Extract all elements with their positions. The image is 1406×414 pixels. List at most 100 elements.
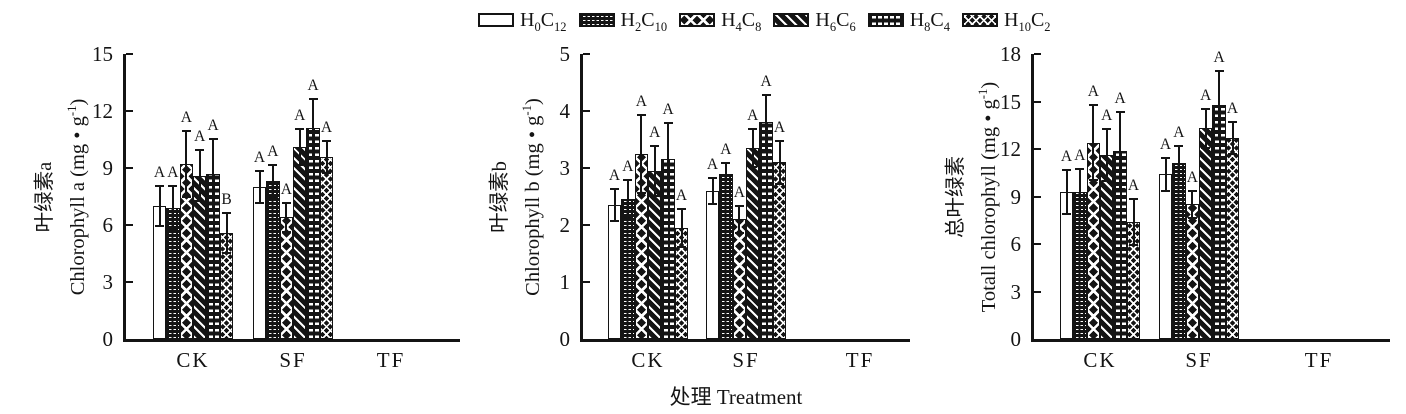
error-cap-bottom-CK-H10C2 [222, 251, 231, 254]
error-cap-top-CK-H0C12 [610, 187, 619, 190]
legend-item-H2C10: H2C10 [578, 9, 668, 34]
error-cap-top-SF-H4C8 [734, 205, 744, 208]
error-cap-top-SF-H6C6 [295, 128, 305, 131]
chlorophyll-b-ytick-1 [583, 281, 590, 283]
error-bar-SF-H4C8 [1191, 190, 1194, 219]
error-cap-top-SF-H6C6 [748, 128, 758, 131]
significance-letter-SF-H10C2: A [773, 118, 786, 136]
error-cap-top-CK-H8C4 [663, 122, 673, 125]
bar-CK-H6C6 [1100, 155, 1114, 339]
error-cap-bottom-CK-H6C6 [1102, 180, 1112, 183]
chlorophyll-a-group-label-CK: CK [176, 348, 210, 372]
error-cap-bottom-CK-H0C12 [155, 224, 164, 227]
total-chlorophyll-ytick-label-6: 6 [1010, 232, 1022, 256]
legend-item-H10C2: H10C2 [961, 9, 1051, 34]
error-cap-bottom-CK-H6C6 [195, 200, 205, 203]
error-cap-top-CK-H2C10 [623, 179, 633, 182]
error-cap-bottom-SF-H0C12 [708, 203, 717, 206]
total-chlorophyll-ytick-label-15: 15 [1000, 89, 1021, 114]
chlorophyll-b-ytick-2 [583, 224, 590, 226]
error-bar-SF-H8C4 [765, 93, 768, 151]
error-cap-bottom-SF-H6C6 [295, 164, 305, 167]
total-chlorophyll-ytick-label-9: 9 [1010, 184, 1022, 209]
significance-letter-SF-H8C4: A [1213, 48, 1225, 66]
bar-SF-H6C6 [1199, 128, 1213, 339]
significance-letter-CK-H0C12: A [1060, 147, 1073, 165]
significance-letter-CK-H0C12: A [153, 164, 166, 182]
error-cap-bottom-CK-H2C10 [623, 217, 633, 220]
chlorophyll-b-ytick-3 [583, 167, 590, 169]
significance-letter-CK-H2C10: A [622, 158, 634, 176]
error-cap-top-CK-H2C10 [1075, 168, 1085, 170]
legend-label-H8C4: H8C4 [909, 9, 950, 34]
legend-label-H6C6: H6C6 [815, 9, 856, 34]
legend-swatch-H4C8 [679, 13, 716, 27]
error-cap-top-CK-H6C6 [1102, 128, 1112, 131]
total-chlorophyll-group-label-CK: CK [1083, 348, 1117, 372]
chlorophyll-b-ytick-label-2: 2 [559, 213, 571, 237]
chlorophyll-b-ytick-label-5: 5 [559, 42, 571, 66]
bar-SF-H4C8 [1185, 204, 1199, 339]
error-cap-top-CK-H10C2 [677, 207, 686, 210]
error-cap-top-SF-H4C8 [281, 202, 291, 205]
significance-letter-SF-H6C6: A [747, 107, 759, 125]
error-bar-CK-H10C2 [1132, 198, 1135, 246]
error-bar-CK-H4C8 [640, 113, 643, 194]
total-chlorophyll-ytick-6 [1034, 243, 1041, 245]
error-cap-top-SF-H10C2 [775, 139, 784, 142]
chlorophyll-a-ytick-label-15: 15 [92, 42, 113, 66]
legend-label-H10C2: H10C2 [1003, 9, 1051, 34]
error-cap-bottom-SF-H0C12 [1161, 189, 1170, 192]
error-cap-bottom-SF-H10C2 [1228, 153, 1237, 156]
error-cap-bottom-CK-H8C4 [208, 207, 218, 210]
error-bar-SF-H2C10 [724, 162, 727, 186]
bar-SF-H0C12 [1158, 174, 1173, 339]
error-cap-top-CK-H10C2 [1129, 198, 1138, 201]
x-axis-title: 处理 Treatment [670, 381, 803, 411]
significance-letter-CK-H8C4: A [1114, 90, 1126, 107]
significance-letter-CK-H0C12: A [608, 166, 621, 184]
legend-label-H4C8: H4C8 [721, 9, 762, 34]
bar-SF-H10C2 [1225, 137, 1240, 339]
error-bar-SF-H10C2 [778, 139, 781, 186]
total-chlorophyll-ytick-15 [1034, 100, 1041, 103]
error-bar-CK-H8C4 [212, 137, 215, 210]
error-cap-top-SF-H8C4 [1214, 69, 1224, 72]
error-bar-CK-H0C12 [1065, 168, 1068, 215]
chlorophyll-a-ytick-label-12: 12 [92, 99, 113, 123]
error-cap-top-CK-H4C8 [181, 130, 191, 132]
error-cap-top-SF-H10C2 [322, 139, 331, 142]
error-bar-SF-H0C12 [1164, 156, 1167, 192]
error-bar-CK-H6C6 [653, 145, 656, 197]
error-cap-bottom-CK-H8C4 [1115, 188, 1125, 191]
error-cap-bottom-SF-H10C2 [322, 171, 331, 174]
error-bar-SF-H2C10 [271, 164, 274, 199]
error-bar-SF-H10C2 [325, 139, 328, 174]
error-cap-top-SF-H10C2 [1228, 120, 1237, 123]
legend-swatch-H0C12 [478, 13, 514, 27]
chlorophyll-b-group-label-TF: TF [845, 348, 875, 372]
significance-letter-SF-H0C12: A [1159, 135, 1172, 153]
significance-letter-SF-H0C12: A [706, 155, 719, 173]
chlorophyll-b-group-label-SF: SF [732, 348, 760, 372]
significance-letter-CK-H10C2: A [675, 186, 688, 204]
error-cap-top-SF-H2C10 [721, 162, 731, 165]
total-chlorophyll-ytick-3 [1034, 290, 1041, 293]
error-cap-top-SF-H2C10 [1174, 145, 1184, 148]
significance-letter-SF-H4C8: A [1186, 169, 1198, 187]
significance-letter-SF-H8C4: A [760, 72, 772, 90]
error-cap-top-CK-H0C12 [155, 185, 164, 188]
error-cap-top-SF-H0C12 [1161, 156, 1170, 159]
error-cap-bottom-SF-H2C10 [1174, 179, 1184, 182]
legend-item-H0C12: H0C12 [478, 9, 567, 33]
total-chlorophyll-ytick-9 [1034, 195, 1041, 198]
error-cap-top-CK-H8C4 [208, 137, 218, 140]
legend-label-H2C10: H2C10 [620, 9, 668, 34]
legend-swatch-H8C4 [867, 13, 904, 27]
error-cap-bottom-CK-H10C2 [677, 245, 686, 248]
chlorophyll-a-ytick-15 [126, 53, 133, 55]
error-cap-top-SF-H8C4 [308, 97, 318, 100]
error-cap-bottom-CK-H0C12 [610, 220, 619, 223]
error-bar-SF-H8C4 [1218, 69, 1221, 140]
error-cap-top-CK-H6C6 [650, 145, 660, 148]
